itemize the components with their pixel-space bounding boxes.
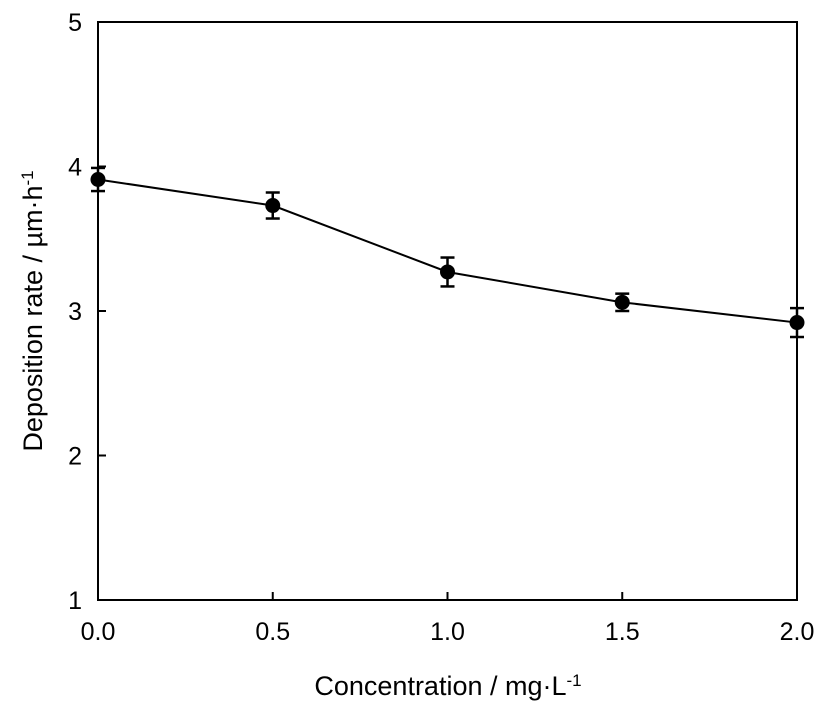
y-axis-label: Deposition rate / µm·h-1 bbox=[18, 170, 49, 451]
x-tick-label: 1.5 bbox=[605, 618, 640, 646]
y-tick-label: 1 bbox=[68, 587, 82, 615]
y-tick-label: 3 bbox=[68, 298, 82, 326]
y-axis-label-sup: -1 bbox=[18, 170, 37, 185]
x-axis-label-main: Concentration / mg·L bbox=[314, 671, 566, 701]
series-layer bbox=[90, 166, 805, 339]
y-tick-label: 5 bbox=[68, 9, 82, 37]
x-tick-label: 2.0 bbox=[780, 618, 815, 646]
y-axis-label-main: Deposition rate / µm·h bbox=[18, 185, 48, 451]
data-point bbox=[90, 172, 106, 188]
data-point bbox=[440, 264, 455, 280]
x-axis-label: Concentration / mg·L-1 bbox=[314, 671, 581, 702]
x-tick-label: 0.0 bbox=[81, 618, 116, 646]
data-point bbox=[265, 198, 281, 214]
y-tick-label: 4 bbox=[68, 154, 82, 182]
x-axis-ticks: 0.0 0.5 1.0 1.5 2.0 bbox=[81, 592, 815, 646]
x-axis-label-sup: -1 bbox=[567, 671, 582, 690]
y-axis-ticks: 1 2 3 4 5 bbox=[68, 9, 106, 615]
data-point bbox=[789, 315, 805, 331]
y-tick-label: 2 bbox=[68, 443, 82, 471]
x-tick-label: 0.5 bbox=[255, 618, 290, 646]
series-line bbox=[97, 178, 798, 324]
data-point bbox=[614, 294, 630, 310]
x-tick-label: 1.0 bbox=[430, 618, 465, 646]
